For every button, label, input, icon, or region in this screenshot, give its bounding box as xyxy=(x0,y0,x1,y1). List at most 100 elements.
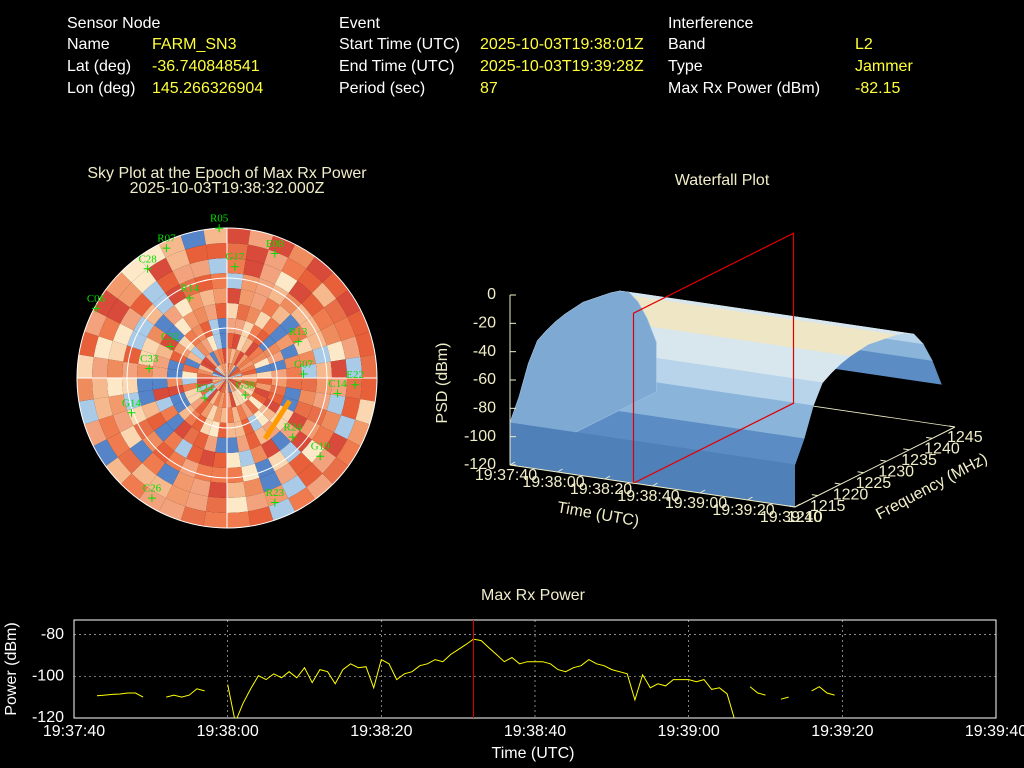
satellite-label: G19 xyxy=(311,441,330,453)
heat-cell xyxy=(220,363,227,378)
heat-cell xyxy=(182,382,199,392)
heat-cell xyxy=(93,439,118,467)
heat-cell xyxy=(169,391,187,406)
heat-cell xyxy=(142,430,164,453)
heat-cell xyxy=(147,475,173,499)
heat-cell xyxy=(212,288,227,304)
field-label: Type xyxy=(668,58,703,75)
heat-cell xyxy=(152,293,175,315)
heat-cell xyxy=(106,432,130,458)
heat-cell xyxy=(205,353,219,368)
field-label: Band xyxy=(668,36,705,53)
satellite-label: R13 xyxy=(289,326,308,338)
heat-cell xyxy=(287,412,308,431)
heat-cell xyxy=(208,258,227,275)
heat-cell xyxy=(165,484,190,507)
y-tick xyxy=(788,505,796,508)
heat-cell xyxy=(243,259,265,279)
heat-cell xyxy=(274,462,298,485)
heat-cell xyxy=(198,364,214,374)
satellite-label: R23 xyxy=(266,487,285,499)
heat-cell xyxy=(271,305,291,325)
power-line xyxy=(96,638,835,718)
field-value: 2025-10-03T19:39:28Z xyxy=(480,58,644,75)
heat-cell xyxy=(288,280,312,304)
x-tick-label: 19:38:40 xyxy=(504,723,566,740)
heat-cell xyxy=(290,303,312,326)
heat-cell xyxy=(212,378,227,385)
x-tick xyxy=(557,468,563,473)
field-value: L2 xyxy=(855,36,873,53)
y-tick xyxy=(834,482,841,485)
heat-cell xyxy=(311,282,337,308)
heat-cell xyxy=(253,387,270,399)
heat-cell xyxy=(212,452,227,468)
heat-cell xyxy=(263,398,281,414)
heat-cell xyxy=(212,375,227,378)
satellite-marker xyxy=(127,408,136,417)
heat-cell xyxy=(215,303,227,319)
heat-cell xyxy=(236,335,248,352)
heat-cell xyxy=(253,357,270,369)
heat-cell xyxy=(163,431,183,451)
header: Sensor Node Name FARM_SN3 Lat (deg) -36.7408… xyxy=(67,15,913,97)
heat-cell xyxy=(77,378,94,402)
heat-cell xyxy=(209,351,221,366)
heat-cell xyxy=(141,401,161,419)
epoch-plane xyxy=(632,232,795,485)
heat-cell xyxy=(78,399,99,425)
heat-cell xyxy=(198,382,214,392)
heat-cell xyxy=(355,399,376,425)
heat-cell xyxy=(271,378,287,388)
heat-cell xyxy=(142,303,164,326)
heat-cell xyxy=(259,263,282,285)
heat-cell xyxy=(186,351,203,365)
heat-cell xyxy=(106,298,130,324)
x-tick xyxy=(747,496,753,501)
heat-cell xyxy=(93,396,113,420)
heat-cell xyxy=(326,340,346,362)
heat-cell xyxy=(227,378,240,389)
heat-cell xyxy=(213,406,223,423)
heat-cell xyxy=(197,373,213,378)
heat-cell xyxy=(197,378,213,383)
satellite-marker xyxy=(241,391,250,400)
heat-cell xyxy=(174,438,193,459)
heat-cell xyxy=(360,378,377,402)
heat-cell xyxy=(227,363,234,378)
heat-cell xyxy=(306,256,334,283)
heat-cell xyxy=(222,378,227,393)
surface-front xyxy=(510,422,795,507)
heat-cell xyxy=(156,271,180,294)
heat-cell xyxy=(227,363,230,378)
heat-cell xyxy=(227,437,239,453)
satellite-marker xyxy=(270,498,279,507)
heat-cell xyxy=(322,457,349,485)
heat-cell xyxy=(184,329,201,347)
heat-cell xyxy=(267,350,285,365)
heat-cell xyxy=(194,463,213,482)
heat-cell xyxy=(262,317,281,336)
heat-cell xyxy=(197,380,213,388)
heat-cell xyxy=(203,511,227,528)
x-axis-label: Time (UTC) xyxy=(492,745,575,762)
x-tick-label: 19:39:20 xyxy=(712,502,774,519)
heat-cell xyxy=(212,373,227,378)
heat-cell xyxy=(142,280,166,304)
heat-cell xyxy=(154,422,174,442)
heat-cell xyxy=(190,346,206,361)
heat-cell xyxy=(227,364,236,378)
heat-cell xyxy=(84,309,107,337)
heat-cell xyxy=(284,354,302,369)
section-title: Sensor Node xyxy=(67,15,160,32)
heat-cell xyxy=(258,404,276,421)
heat-cell xyxy=(250,292,268,312)
heat-cell xyxy=(231,333,241,350)
heat-cell xyxy=(330,359,347,378)
heat-cell xyxy=(173,420,192,439)
heat-cell xyxy=(227,363,232,378)
heat-cell xyxy=(320,410,342,433)
field-label: Max Rx Power (dBm) xyxy=(668,80,820,97)
field-label: End Time (UTC) xyxy=(339,58,455,75)
